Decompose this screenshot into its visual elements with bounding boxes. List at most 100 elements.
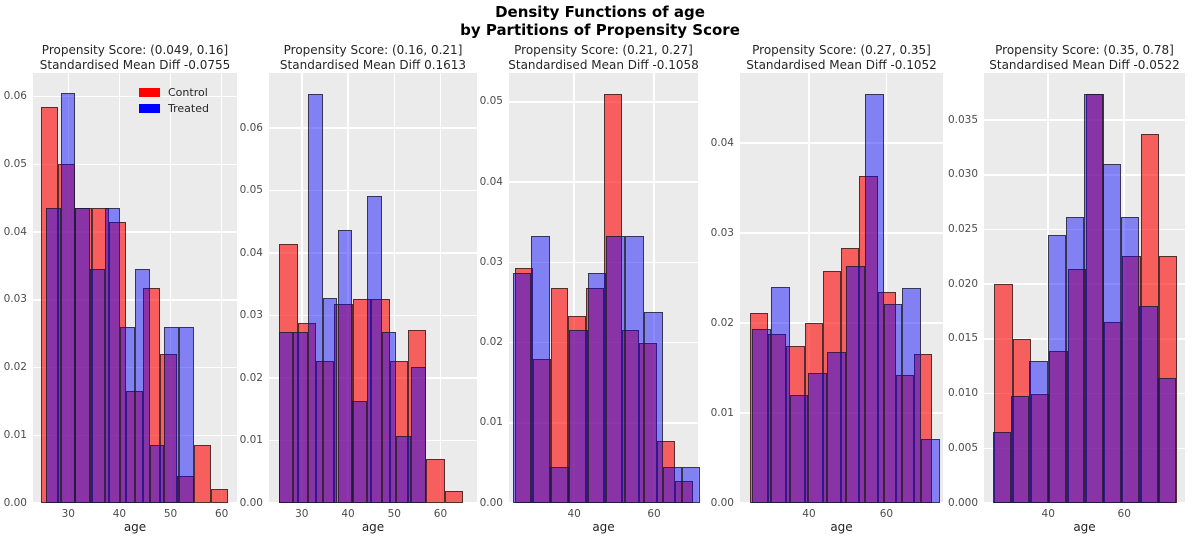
treated-bar [681,466,701,503]
grid-line-y [740,232,943,234]
grid-line-x [653,73,655,503]
treated-bar [625,235,645,503]
subplot-1-title-line1: Propensity Score: (0.049, 0.16] [41,43,229,57]
grid-line-y [33,231,237,233]
y-tick-label: 0.02 [710,316,734,329]
treated-bar [606,235,626,503]
treated-bar [1120,217,1140,503]
treated-bar [90,269,106,503]
grid-line-x [885,73,888,503]
figure-title: Density Functions of age by Partitions o… [0,3,1200,39]
y-tick-label: 0.020 [947,277,978,290]
y-tick-label: 0.03 [710,226,734,239]
y-tick-label: 0.010 [947,387,978,400]
treated-bar [1102,163,1121,503]
treated-bar [992,431,1012,503]
y-tick-label: 0.04 [239,246,263,259]
subplot-5-axes [984,73,1185,504]
treated-bar [644,312,663,503]
grid-line-y [269,252,477,254]
legend-label-control: Control [168,85,208,99]
treated-bar [164,326,180,503]
treated-bar [337,229,353,503]
figure-title-line1: Density Functions of age [495,3,705,21]
treated-bar [1011,395,1030,503]
treated-bar [550,466,569,503]
y-tick-label: 0.025 [947,222,978,235]
treated-bar [308,93,323,503]
x-tick-label: 60 [1117,508,1131,520]
control-bar [210,489,228,503]
control-bar [444,490,464,503]
subplot-1-title: Propensity Score: (0.049, 0.16] Standard… [40,43,230,72]
treated-swatch-icon [139,103,160,113]
treated-bar [105,208,120,503]
y-tick-label: 0.05 [3,157,27,170]
subplot-3-xlabel: age [592,520,615,534]
x-tick-label: 60 [879,508,894,520]
grid-line-y [33,502,237,504]
treated-bar [921,439,940,503]
x-tick-label: 40 [802,508,816,520]
y-tick-label: 0.04 [3,225,27,238]
grid-line-y [509,502,698,504]
legend-label-treated: Treated [168,101,209,115]
subplot-4-xlabel: age [830,520,853,534]
treated-bar [119,326,135,503]
y-tick-label: 0.03 [479,255,503,268]
legend-item-treated: Treated [139,100,209,116]
subplot-3-title: Propensity Score: (0.21, 0.27] Standardi… [508,43,698,72]
grid-line-x [439,73,442,503]
x-tick-label: 60 [647,508,661,520]
y-tick-label: 0.04 [710,136,734,149]
legend-item-control: Control [139,84,209,100]
y-tick-label: 0.00 [3,496,27,509]
subplot-2-title: Propensity Score: (0.16, 0.21] Standardi… [280,43,466,72]
treated-bar [410,366,426,503]
treated-bar [60,93,76,503]
grid-line-y [509,261,698,264]
treated-bar [1029,360,1048,503]
treated-bar [149,445,165,503]
subplot-5-title-line1: Propensity Score: (0.35, 0.78] [995,43,1174,57]
subplot-3-title-line1: Propensity Score: (0.21, 0.27] [514,43,693,57]
y-tick-label: 0.03 [3,293,27,306]
grid-line-y [269,189,477,192]
y-tick-label: 0.02 [3,361,27,374]
grid-line-x [169,73,172,503]
grid-line-y [269,502,477,504]
grid-line-y [509,101,698,103]
y-tick-label: 0.005 [947,441,978,454]
y-tick-label: 0.01 [239,434,263,446]
y-tick-label: 0.01 [710,406,734,419]
figure-title-line2: by Partitions of Propensity Score [460,20,740,39]
treated-bar [1065,217,1085,503]
subplot-4-title-line1: Propensity Score: (0.27, 0.35] [752,43,931,57]
grid-line-x [393,73,395,503]
x-tick-label: 50 [163,508,178,520]
treated-bar [864,93,884,503]
treated-bar [531,235,551,503]
subplot-2-xlabel: age [361,520,385,534]
subplot-5-title: Propensity Score: (0.35, 0.78] Standardi… [989,43,1179,72]
y-tick-label: 0.035 [947,113,978,126]
treated-bar [278,332,294,503]
control-bar [193,445,211,503]
subplot-5-xlabel: age [1073,520,1096,534]
grid-line-y [33,95,237,98]
grid-line-x [573,73,575,503]
subplot-5-title-line2: Standardised Mean Diff -0.0522 [989,57,1180,72]
subplot-1-axes [33,73,237,504]
y-tick-label: 0.02 [479,336,503,349]
control-bar [426,459,445,503]
y-tick-label: 0.02 [239,371,263,384]
grid-line-y [984,502,1185,504]
treated-bar [845,266,865,503]
subplot-4-axes [740,73,943,504]
y-tick-label: 0.04 [479,175,503,188]
treated-bar [827,351,846,503]
grid-line-x [808,73,810,503]
y-tick-label: 0.01 [479,416,503,429]
grid-line-y [740,502,943,504]
